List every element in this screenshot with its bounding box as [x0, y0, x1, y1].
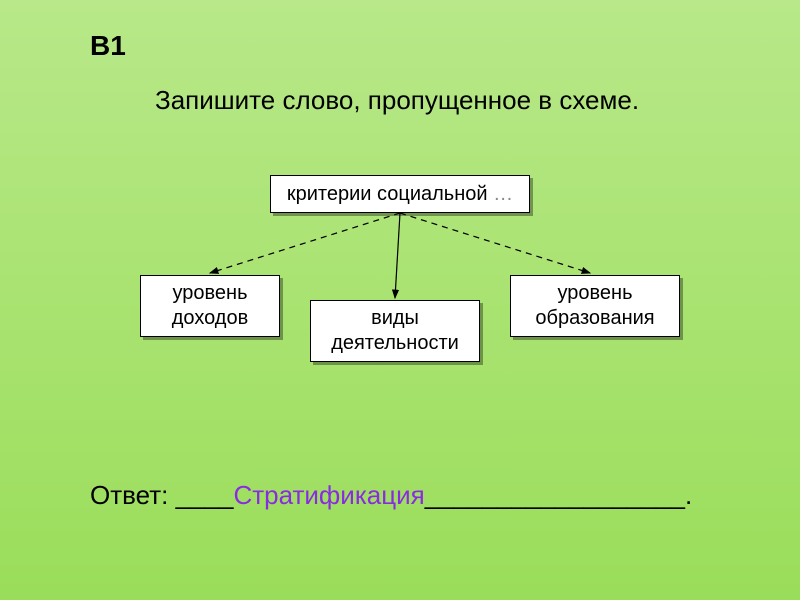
- answer-word: Стратификация: [233, 480, 424, 510]
- answer-label: Ответ:: [90, 480, 176, 510]
- diagram-node-activity: видыдеятельности: [310, 300, 480, 362]
- node-activity-line1: деятельности: [331, 331, 459, 356]
- root-ellipsis: …: [493, 182, 513, 207]
- arrow-2: [400, 213, 590, 273]
- arrow-1: [395, 213, 400, 298]
- answer-line: Ответ: ____Стратификация________________…: [90, 480, 692, 511]
- node-income-line1: доходов: [172, 306, 248, 331]
- answer-blank-suffix: __________________: [425, 480, 685, 510]
- node-education-line0: уровень: [557, 281, 632, 306]
- answer-blank-prefix: ____: [176, 480, 234, 510]
- arrow-0: [210, 213, 400, 273]
- node-activity-line0: виды: [371, 306, 419, 331]
- diagram-node-income: уровеньдоходов: [140, 275, 280, 337]
- instruction-text: Запишите слово, пропущенное в схеме.: [155, 85, 639, 116]
- node-income-line0: уровень: [172, 281, 247, 306]
- root-text: критерии социальной: [287, 182, 488, 207]
- diagram-root-node: критерии социальной …: [270, 175, 530, 213]
- node-education-line1: образования: [535, 306, 654, 331]
- diagram-node-education: уровеньобразования: [510, 275, 680, 337]
- answer-terminator: .: [685, 480, 692, 510]
- question-number: В1: [90, 30, 126, 62]
